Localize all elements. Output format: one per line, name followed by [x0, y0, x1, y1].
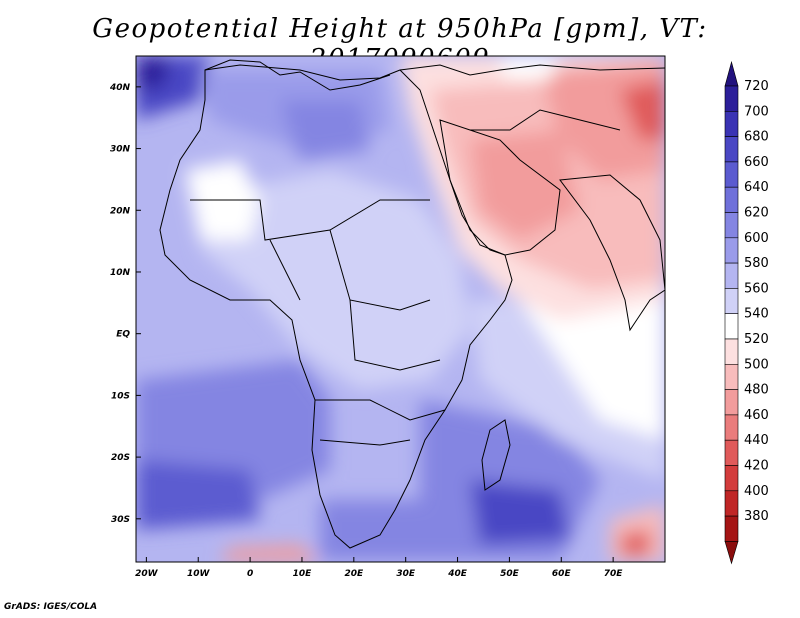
colorbar-swatch — [724, 338, 739, 365]
borders — [190, 109, 621, 446]
colorbar-label: 420 — [744, 459, 769, 474]
colorbar-swatch — [724, 85, 739, 112]
height-field — [136, 56, 665, 562]
colorbar-swatch — [724, 161, 739, 188]
lat-tick-label: 20S — [111, 453, 130, 463]
lat-tick-label: 10S — [111, 391, 130, 401]
colorbar-swatch — [724, 212, 739, 239]
colorbar-label: 460 — [744, 408, 769, 423]
lat-tick-label: EQ — [116, 330, 130, 340]
colorbar-swatch — [724, 136, 739, 163]
colorbar-swatch — [724, 288, 739, 314]
colorbar-label: 580 — [744, 256, 769, 271]
colorbar-swatch — [724, 186, 739, 213]
map-frame — [135, 55, 666, 563]
colorbar-label: 600 — [744, 231, 769, 246]
lon-tick-label: 50E — [500, 569, 520, 579]
colorbar-swatch — [724, 363, 739, 390]
colorbar-label: 440 — [744, 433, 769, 448]
lat-tick-label: 40N — [109, 83, 131, 93]
coastlines — [159, 59, 665, 549]
colorbar-label: 640 — [744, 180, 769, 195]
colorbar-swatch — [724, 389, 739, 416]
colorbar-label: 660 — [744, 155, 769, 170]
colorbar-top-arrow — [724, 60, 739, 87]
colorbar-swatch — [724, 313, 739, 340]
colorbar-swatch — [724, 515, 739, 542]
lon-tick-label: 10E — [293, 569, 313, 579]
lon-tick-label: 0 — [247, 569, 253, 579]
lon-tick-label: 40E — [447, 569, 468, 579]
lat-tick-label: 10N — [110, 268, 131, 278]
colorbar-swatch — [724, 111, 739, 137]
colorbar-label: 720 — [744, 79, 769, 94]
axis-ticks: 40N 30N 20N 10N EQ 10S 20S 30S 20W 10W 0 10E 20E 30E 4… — [109, 83, 623, 579]
grads-credit: GrADS: IGES/COLA — [4, 602, 98, 612]
lon-tick-label: 30E — [396, 569, 416, 579]
lat-tick-label: 30N — [110, 145, 131, 155]
colorbar-label: 400 — [744, 484, 769, 499]
arabia-coast — [439, 119, 561, 256]
colorbar-swatch — [724, 414, 739, 441]
colorbar-label: 700 — [744, 104, 769, 119]
colorbar-label: 500 — [744, 357, 769, 372]
colorbar-label: 520 — [744, 332, 769, 347]
colorbar-label: 380 — [744, 509, 769, 524]
colorbar-label: 480 — [744, 383, 769, 398]
lon-tick-label: 20W — [135, 569, 159, 579]
africa-coast — [159, 64, 513, 549]
lat-tick-label: 20N — [110, 206, 131, 216]
colorbar-label: 540 — [744, 307, 769, 322]
colorbar: 720 700 680 660 640 620 600 580 560 540 520 500 480 4… — [724, 60, 769, 565]
lat-tick-label: 30S — [111, 515, 130, 525]
lon-tick-label: 20E — [344, 569, 364, 579]
madagascar-coast — [481, 419, 511, 491]
colorbar-label: 620 — [744, 206, 769, 221]
colorbar-swatch — [724, 490, 739, 517]
india-coast — [559, 174, 665, 332]
colorbar-label: 560 — [744, 281, 769, 296]
colorbar-swatch — [724, 237, 739, 264]
colorbar-bottom-arrow — [724, 541, 739, 565]
colorbar-swatch — [724, 465, 739, 492]
colorbar-swatch — [724, 439, 739, 466]
lon-tick-label: 10W — [187, 569, 211, 579]
colorbar-swatch — [724, 262, 739, 289]
colorbar-label: 680 — [744, 130, 769, 145]
lon-tick-label: 60E — [552, 569, 572, 579]
lon-tick-label: 70E — [604, 569, 624, 579]
europe-coast — [204, 59, 391, 91]
asia-coast — [399, 64, 665, 76]
